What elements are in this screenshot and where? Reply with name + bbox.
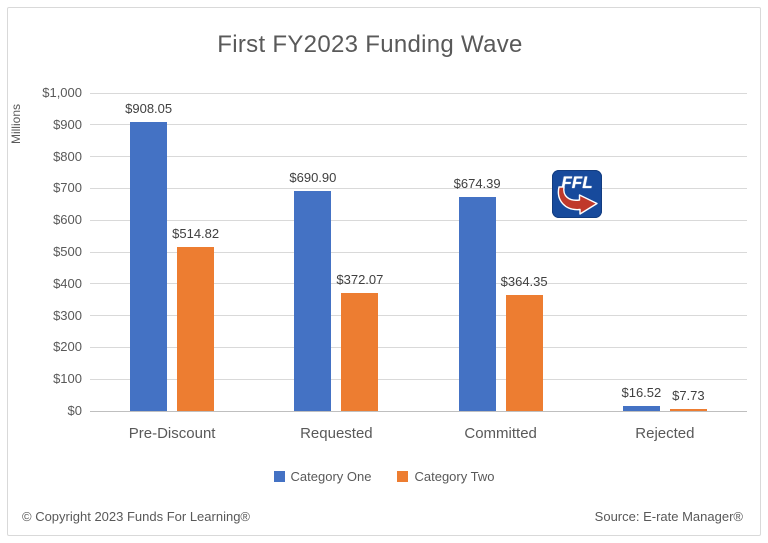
data-label-category-two-committed: $364.35	[500, 274, 548, 289]
y-tick-label: $900	[53, 116, 82, 132]
gridline-200	[90, 346, 747, 348]
legend-swatch-category-two	[397, 471, 409, 482]
y-tick-label: $500	[53, 244, 82, 259]
gridline-1000	[90, 92, 747, 94]
footer-copyright: © Copyright 2023 Funds For Learning®	[22, 509, 251, 524]
legend-label: Category Two	[414, 469, 495, 484]
data-label-category-one-rejected: $16.52	[621, 385, 662, 400]
bar-category-two-pre-discount	[177, 247, 215, 411]
bar-category-one-pre-discount	[130, 122, 168, 411]
bar-category-two-requested	[341, 293, 379, 411]
x-category-label-committed: Committed	[464, 425, 537, 442]
bar-category-one-committed	[458, 197, 496, 411]
gridline-800	[90, 156, 747, 158]
data-label-category-two-requested: $372.07	[336, 272, 384, 287]
bar-category-one-requested	[294, 191, 332, 411]
data-label-category-two-rejected: $7.73	[672, 388, 705, 403]
gridline-0	[90, 410, 747, 412]
y-tick-label: $200	[53, 339, 82, 355]
legend-label: Category One	[290, 469, 372, 484]
legend-item-category-two: Category Two	[397, 469, 494, 484]
chart-title: First FY2023 Funding Wave	[217, 31, 523, 58]
data-label-category-one-committed: $674.39	[453, 176, 501, 191]
gridline-700	[90, 187, 747, 189]
footer-source: Source: E-rate Manager®	[594, 509, 743, 524]
gridline-100	[90, 378, 747, 380]
x-category-label-rejected: Rejected	[635, 425, 695, 442]
y-tick-label: $800	[53, 148, 82, 164]
gridline-300	[90, 315, 747, 317]
y-tick-label: $0	[67, 403, 82, 418]
data-label-category-one-requested: $690.90	[289, 170, 337, 185]
gridline-400	[90, 283, 747, 285]
bar-category-two-committed	[505, 295, 543, 411]
data-label-category-one-pre-discount: $908.05	[125, 101, 173, 116]
data-label-category-two-pre-discount: $514.82	[172, 226, 220, 241]
gridline-600	[90, 219, 747, 221]
ffl-logo-text: FFL	[561, 173, 593, 192]
ffl-logo: FFL	[552, 170, 602, 218]
y-tick-label: $700	[53, 180, 82, 196]
y-tick-label: $300	[53, 307, 82, 323]
legend: Category One Category Two	[0, 469, 768, 484]
ffl-logo-arrow-icon	[557, 186, 598, 215]
gridline-500	[90, 251, 747, 253]
y-tick-label: $600	[53, 212, 82, 228]
x-category-label-requested: Requested	[300, 425, 373, 442]
y-tick-label: $1,000	[42, 85, 82, 100]
legend-item-category-one: Category One	[273, 469, 372, 484]
y-tick-label: $100	[53, 371, 82, 387]
y-tick-label: $400	[53, 275, 82, 291]
legend-swatch-category-one	[273, 471, 285, 482]
x-category-label-pre-discount: Pre-Discount	[128, 425, 216, 442]
bar-category-two-rejected	[669, 409, 707, 411]
gridline-900	[90, 124, 747, 126]
bar-category-one-rejected	[622, 406, 660, 411]
